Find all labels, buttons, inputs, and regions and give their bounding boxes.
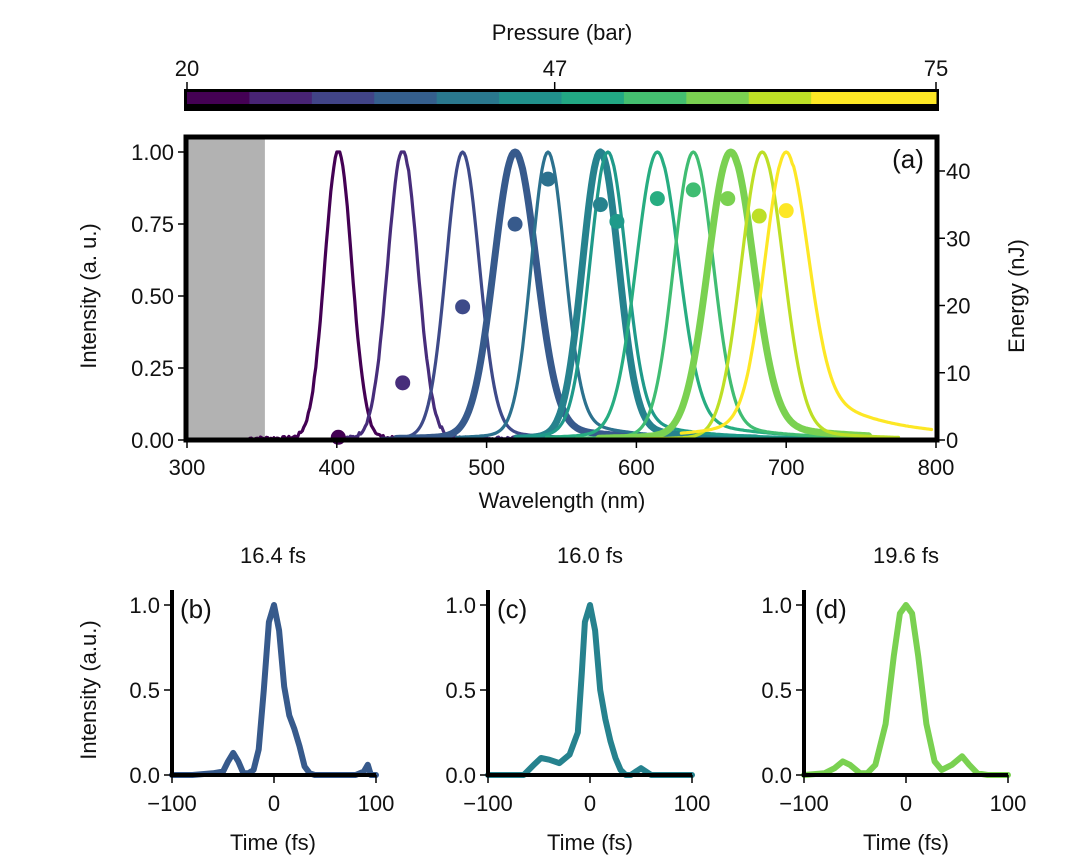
energy-point — [609, 213, 625, 229]
y-tick-label: 0.5 — [129, 678, 160, 703]
energy-point — [455, 299, 471, 315]
panel-b: 16.4 fs (b) Time (fs) Intensity (a.u.) −… — [76, 543, 394, 855]
panel-b-ylabel: Intensity (a.u.) — [76, 620, 101, 759]
y-tick-label: 1.0 — [445, 593, 476, 618]
colorbar-tick-label-20: 20 — [175, 56, 199, 81]
colorbar-segment — [623, 92, 687, 104]
x-tick-label: 0 — [900, 791, 912, 816]
panel-a-ylabel: Intensity (a. u.) — [76, 223, 101, 369]
panel-d-xlabel: Time (fs) — [863, 830, 949, 855]
x-tick-label: 400 — [318, 455, 355, 480]
spectrum-line — [634, 150, 901, 441]
pressure-colorbar: Pressure (bar) 20 47 75 — [175, 20, 948, 111]
x-tick-label: 100 — [358, 791, 395, 816]
x-tick-label: 0 — [584, 791, 596, 816]
energy-point — [330, 429, 346, 445]
pulse-line — [801, 602, 1011, 778]
panel-d: 19.6 fs (d) Time (fs) −100 0 100 0.0 0.5 1.0 — [761, 543, 1026, 855]
colorbar-segment — [686, 92, 750, 104]
y-tick-label: 0.0 — [761, 763, 792, 788]
colorbar-segment — [249, 92, 313, 104]
colorbar-segment — [811, 92, 875, 104]
colorbar-tick-label-47: 47 — [543, 56, 567, 81]
energy-point — [649, 191, 665, 207]
x-tick-label: 0 — [268, 791, 280, 816]
y-tick-label: 0.75 — [131, 212, 174, 237]
energy-point — [592, 197, 608, 213]
y-tick-label: 0.5 — [761, 678, 792, 703]
energy-point — [685, 182, 701, 198]
x-tick-label: 600 — [618, 455, 655, 480]
energy-point — [395, 375, 411, 391]
y-tick-label: 0.0 — [129, 763, 160, 788]
pulse-line — [485, 602, 695, 778]
y-tick-label: 1.0 — [761, 593, 792, 618]
panel-d-title: 19.6 fs — [873, 543, 939, 568]
x-tick-label: −100 — [147, 791, 197, 816]
spectrum-line — [595, 148, 873, 442]
colorbar-segment — [374, 92, 438, 104]
colorbar-segment — [436, 92, 500, 104]
y2-tick-label: 10 — [946, 361, 970, 386]
panel-a-frame — [183, 134, 940, 443]
panel-c-label: (c) — [497, 594, 527, 624]
colorbar-segment — [748, 92, 812, 104]
x-tick-label: 100 — [990, 791, 1027, 816]
y-tick-label: 0.25 — [131, 356, 174, 381]
y-tick-label: 0.00 — [131, 428, 174, 453]
pulse-line — [169, 602, 379, 778]
y2-tick-label: 40 — [946, 159, 970, 184]
colorbar-segment — [311, 92, 375, 104]
panel-a-xlabel: Wavelength (nm) — [479, 488, 646, 513]
colorbar-segment — [187, 92, 250, 104]
colorbar-segment — [561, 92, 625, 104]
y-tick-label: 1.00 — [131, 140, 174, 165]
y-tick-label: 0.5 — [445, 678, 476, 703]
panel-a: 300 400 500 600 700 800 0.00 0.25 0.50 0.75 1.00 0 1… — [76, 134, 1029, 513]
panel-c-xlabel: Time (fs) — [547, 830, 633, 855]
colorbar-title: Pressure (bar) — [492, 20, 633, 45]
energy-point — [751, 208, 767, 224]
y-tick-label: 0.0 — [445, 763, 476, 788]
energy-point — [778, 203, 794, 219]
x-tick-label: −100 — [779, 791, 829, 816]
y2-tick-label: 0 — [946, 428, 958, 453]
panel-a-y2label: Energy (nJ) — [1004, 239, 1029, 353]
spectrum-line — [513, 148, 760, 442]
x-tick-label: −100 — [463, 791, 513, 816]
x-tick-label: 500 — [468, 455, 505, 480]
colorbar-segment — [499, 92, 562, 104]
panel-c-title: 16.0 fs — [557, 543, 623, 568]
energy-point — [507, 216, 523, 232]
x-tick-label: 700 — [768, 455, 805, 480]
panel-b-label: (b) — [180, 594, 212, 624]
y-tick-label: 1.0 — [129, 593, 160, 618]
y2-tick-label: 20 — [946, 294, 970, 319]
panel-d-label: (d) — [815, 594, 847, 624]
y2-tick-label: 30 — [946, 226, 970, 251]
shaded-region — [187, 139, 265, 440]
energy-point — [720, 191, 736, 207]
panel-b-title: 16.4 fs — [240, 543, 306, 568]
x-tick-label: 100 — [674, 791, 711, 816]
panel-a-label: (a) — [892, 144, 924, 174]
panel-c: 16.0 fs (c) Time (fs) −100 0 100 0.0 0.5 1.0 — [445, 543, 710, 855]
x-tick-label: 300 — [169, 455, 206, 480]
colorbar-tick-label-75: 75 — [924, 56, 948, 81]
energy-point — [540, 171, 556, 187]
spectrum-line — [679, 150, 934, 435]
x-tick-label: 800 — [918, 455, 955, 480]
panel-b-xlabel: Time (fs) — [230, 830, 316, 855]
y-tick-label: 0.50 — [131, 284, 174, 309]
colorbar-segment — [873, 92, 937, 104]
